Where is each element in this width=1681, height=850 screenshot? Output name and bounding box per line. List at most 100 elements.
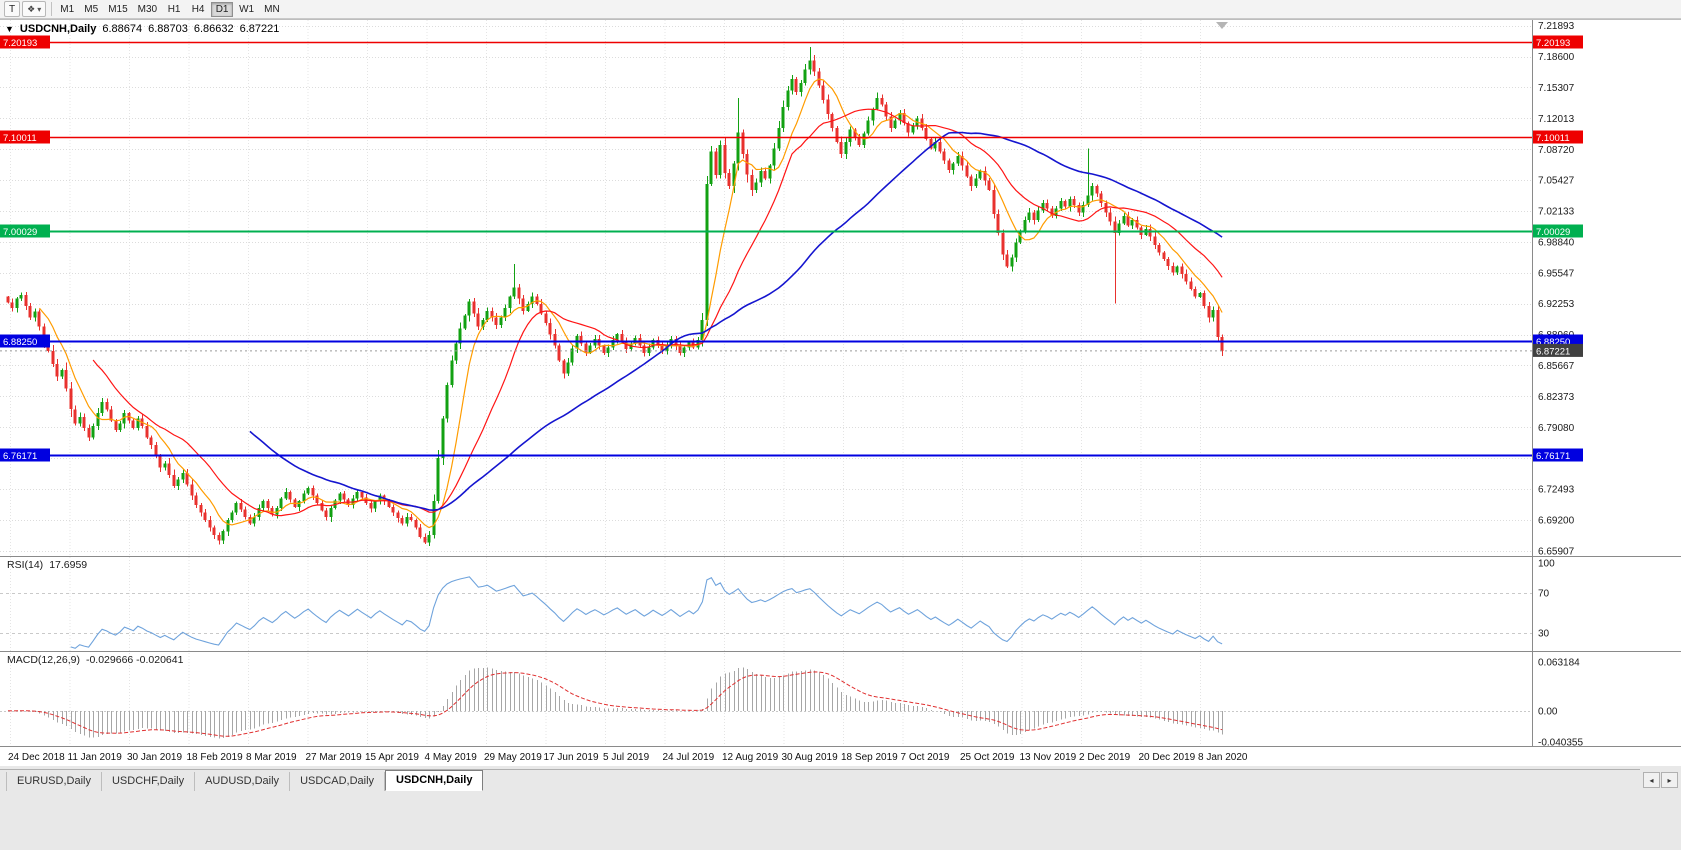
date-axis-label: 12 Aug 2019 <box>722 752 779 763</box>
price-tick-label: 7.08720 <box>1538 145 1575 156</box>
price-tick-label: 7.02133 <box>1538 207 1575 218</box>
hline-price-tag: 6.88250 <box>1536 337 1570 348</box>
price-tick-label: 6.72493 <box>1538 485 1575 496</box>
price-tick-label: 7.15307 <box>1538 83 1575 94</box>
date-axis-label: 17 Jun 2019 <box>544 752 599 763</box>
macd-indicator-label: MACD(12,26,9) -0.029666 -0.020641 <box>7 654 183 666</box>
macd-axis-label: -0.040355 <box>1538 737 1583 748</box>
timeframe-button-w1[interactable]: W1 <box>235 2 258 17</box>
current-price-tag <box>1533 343 1583 357</box>
date-axis-label: 30 Aug 2019 <box>782 752 839 763</box>
rsi-line <box>70 576 1223 649</box>
chart-symbol-period: USDCNH,Daily <box>19 23 97 35</box>
price-tick-label: 7.18600 <box>1538 52 1575 63</box>
date-axis-label: 20 Dec 2019 <box>1139 752 1196 763</box>
date-axis-label: 27 Mar 2019 <box>306 752 363 763</box>
date-axis-label: 24 Jul 2019 <box>663 752 715 763</box>
date-axis-label: 13 Nov 2019 <box>1020 752 1077 763</box>
moving-average-lines <box>38 78 1223 529</box>
date-axis-label: 2 Dec 2019 <box>1079 752 1131 763</box>
chart-template-button[interactable]: T <box>4 1 21 17</box>
date-axis-label: 18 Sep 2019 <box>841 752 898 763</box>
rsi-value: 17.6959 <box>49 559 88 571</box>
hline-price-tag: 7.10011 <box>3 133 37 144</box>
date-axis-label: 4 May 2019 <box>425 752 478 763</box>
hline-price-tag: 6.76171 <box>1536 451 1570 462</box>
ohlc-open: 6.88674 <box>102 23 143 35</box>
macd-signal-line <box>7 671 1223 737</box>
timeframe-button-h4[interactable]: H4 <box>187 2 209 17</box>
chart-tab-audusd[interactable]: AUDUSD,Daily <box>195 772 291 791</box>
rsi-level-label: 100 <box>1538 559 1555 570</box>
rsi-name: RSI(14) <box>7 559 44 571</box>
hline-price-tag: 7.10011 <box>1536 133 1570 144</box>
price-tick-label: 6.79080 <box>1538 423 1575 434</box>
chart-tab-eurusd[interactable]: EURUSD,Daily <box>6 772 102 791</box>
caret-down-icon: ▾ <box>37 4 42 14</box>
timeframe-button-m15[interactable]: M15 <box>104 2 131 17</box>
timeframe-button-h1[interactable]: H1 <box>163 2 185 17</box>
date-axis-label: 5 Jul 2019 <box>603 752 650 763</box>
timeframe-button-mn[interactable]: MN <box>260 2 284 17</box>
toolbar: T ❖ ▾ M1 M5 M15 M30 H1 H4 D1 W1 MN <box>0 0 1681 19</box>
toolbar-separator <box>51 2 53 16</box>
rsi-level-label: 30 <box>1538 629 1550 640</box>
ohlc-close: 6.87221 <box>239 23 280 35</box>
chart-shift-marker-icon[interactable] <box>1216 22 1228 29</box>
price-tick-label: 6.69200 <box>1538 516 1575 527</box>
price-tick-label: 6.82373 <box>1538 392 1575 403</box>
diamond-grid-icon: ❖ <box>27 3 36 14</box>
macd-axis-label: 0.00 <box>1538 706 1558 717</box>
rsi-level-label: 70 <box>1538 589 1550 600</box>
windows-arrange-button[interactable]: ❖ ▾ <box>22 1 47 17</box>
tab-scroll-left-button[interactable]: ◂ <box>1643 772 1660 788</box>
date-axis-label: 7 Oct 2019 <box>901 752 950 763</box>
date-axis-label: 8 Jan 2020 <box>1198 752 1248 763</box>
panel-separators <box>0 19 1681 747</box>
macd-values: -0.029666 -0.020641 <box>85 654 184 666</box>
current-price-tag-label: 6.87221 <box>1536 346 1570 357</box>
price-tick-label: 6.85667 <box>1538 361 1575 372</box>
date-axis-label: 24 Dec 2018 <box>8 752 65 763</box>
hline-price-tag: 7.00029 <box>3 227 37 238</box>
date-axis-label: 29 May 2019 <box>484 752 542 763</box>
price-chart-svg[interactable]: 7.21893 7.18600 7.15307 7.12013 7.08720 7.054… <box>0 19 1681 766</box>
candles <box>6 47 1224 546</box>
price-tick-label: 6.98840 <box>1538 237 1575 248</box>
horizontal-lines[interactable]: 7.20193 7.20193 7.10011 7.10011 7.00029 7.000… <box>0 35 1583 463</box>
date-axis-label: 11 Jan 2019 <box>68 752 123 763</box>
chart-title-overlay: ▼ USDCNH,Daily 6.88674 6.88703 6.86632 6… <box>5 23 279 35</box>
date-axis-label: 15 Apr 2019 <box>365 752 419 763</box>
hline-price-tag: 7.00029 <box>1536 227 1570 238</box>
ohlc-low: 6.86632 <box>193 23 234 35</box>
chart-tab-usdcad[interactable]: USDCAD,Daily <box>290 772 386 791</box>
rsi-indicator-label: RSI(14) 17.6959 <box>7 559 87 571</box>
ohlc-high: 6.88703 <box>148 23 188 35</box>
chart-tab-bar: EURUSD,Daily USDCHF,Daily AUDUSD,Daily USDC… <box>0 769 1640 791</box>
timeframe-button-m5[interactable]: M5 <box>80 2 102 17</box>
chart-tab-usdcnh[interactable]: USDCNH,Daily <box>385 770 484 791</box>
date-axis-label: 30 Jan 2019 <box>127 752 182 763</box>
hline-price-tag: 6.76171 <box>3 451 37 462</box>
macd-axis-label: 0.063184 <box>1538 658 1580 669</box>
timeframe-button-m1[interactable]: M1 <box>56 2 78 17</box>
timeframe-toolbar: M1 M5 M15 M30 H1 H4 D1 W1 MN <box>56 1 284 17</box>
timeframe-button-d1[interactable]: D1 <box>211 1 234 17</box>
price-tick-label: 7.21893 <box>1538 21 1575 32</box>
macd-name: MACD(12,26,9) <box>7 654 80 666</box>
grid <box>0 20 1532 746</box>
chart-tab-usdchf[interactable]: USDCHF,Daily <box>102 772 196 791</box>
price-tick-label: 6.65907 <box>1538 546 1575 557</box>
date-axis-label: 25 Oct 2019 <box>960 752 1015 763</box>
price-tick-label: 6.95547 <box>1538 268 1575 279</box>
macd-histogram <box>12 667 1223 739</box>
date-axis-label: 8 Mar 2019 <box>246 752 297 763</box>
date-axis[interactable]: 24 Dec 2018 11 Jan 2019 30 Jan 2019 18 Feb … <box>8 752 1248 763</box>
price-axis[interactable]: 7.21893 7.18600 7.15307 7.12013 7.08720 7.054… <box>1538 21 1583 748</box>
tab-scroll-control: ◂ ▸ <box>1643 772 1678 788</box>
tab-scroll-right-button[interactable]: ▸ <box>1661 772 1678 788</box>
price-tick-label: 6.92253 <box>1538 299 1575 310</box>
timeframe-button-m30[interactable]: M30 <box>134 2 161 17</box>
price-tick-label: 7.05427 <box>1538 176 1575 187</box>
